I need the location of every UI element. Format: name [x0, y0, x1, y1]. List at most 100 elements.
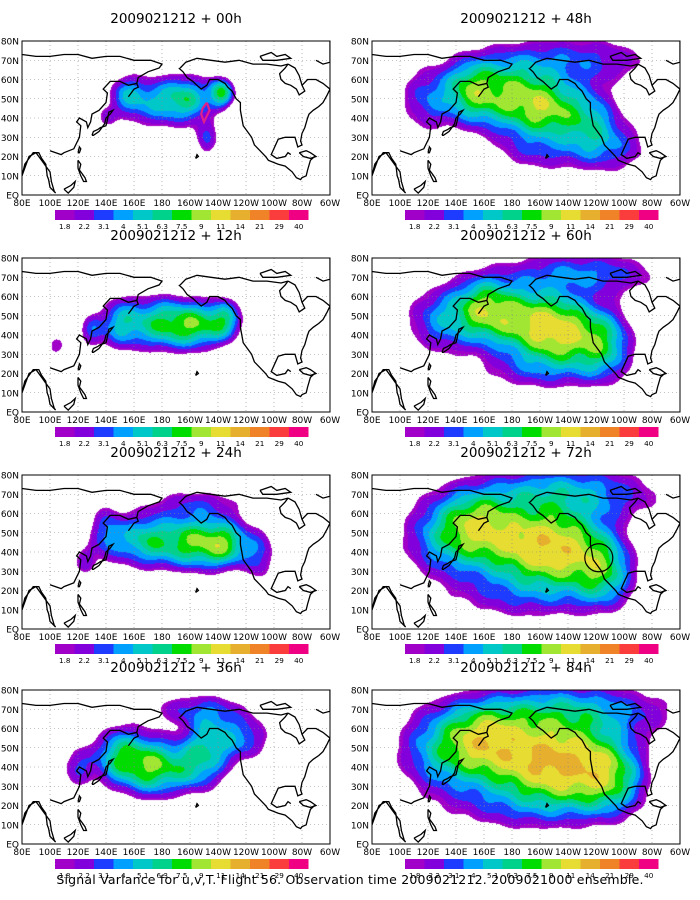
coastline [544, 153, 550, 159]
legend-swatch [74, 859, 94, 869]
coastline [413, 828, 427, 844]
legend-swatch [172, 210, 192, 220]
legend-swatch [74, 210, 94, 220]
legend-swatch [522, 644, 542, 654]
legend-swatch [522, 427, 542, 437]
map-frame [371, 474, 681, 630]
legend-label: 2.2 [429, 439, 440, 448]
legend-swatch [502, 859, 522, 869]
legend-label: 6.3 [157, 222, 168, 231]
legend-label: 7.5 [526, 871, 537, 880]
coastline [278, 712, 306, 745]
legend-label: 3.1 [98, 439, 109, 448]
coastline [427, 809, 438, 832]
legend-label: 1.8 [59, 871, 71, 880]
coastline [441, 542, 465, 570]
legend-swatch [561, 427, 581, 437]
color-legend: 1.8 2.2 3.1 4 5.1 6.3 7.5 9 11 14 21 29 40 [405, 644, 659, 665]
legend-swatch [600, 210, 620, 220]
legend-label: 4 [471, 222, 476, 231]
legend-label: 40 [294, 656, 304, 665]
lat-tick-label: 20N [351, 153, 369, 163]
coastline [648, 367, 668, 377]
legend-label: 9 [549, 222, 554, 231]
coastline [127, 517, 140, 532]
coastline [315, 258, 330, 282]
coastline [441, 325, 465, 353]
lat-tick-label: 40N [351, 549, 369, 559]
coastline [77, 594, 88, 617]
coastline [628, 280, 656, 313]
coastline [620, 727, 680, 809]
legend-label: 5.1 [487, 656, 498, 665]
coastline [665, 475, 680, 499]
coastline [194, 370, 200, 376]
legend-label: 11 [216, 871, 225, 880]
legend-label: 11 [566, 656, 575, 665]
legend-swatch [55, 210, 75, 220]
lon-tick-label: 160E [473, 199, 496, 209]
lat-tick-label: 80N [1, 472, 19, 482]
legend-swatch [444, 427, 464, 437]
legend-swatch [639, 210, 659, 220]
lat-tick-label: 30N [1, 351, 19, 361]
legend-label: 14 [586, 871, 596, 880]
lon-tick-label: 80W [642, 416, 662, 426]
coastline [372, 800, 407, 843]
lon-tick-label: 180 [153, 416, 170, 426]
lon-tick-label: 80W [642, 848, 662, 858]
legend-swatch [94, 859, 114, 869]
legend-swatch [483, 644, 503, 654]
lat-tick-label: 30N [1, 783, 19, 793]
legend-label: 5.1 [487, 222, 498, 231]
lon-tick-label: 160W [527, 199, 553, 209]
lat-tick-label: 80N [351, 38, 369, 48]
legend-label: 40 [294, 439, 304, 448]
lon-tick-label: 140E [95, 416, 118, 426]
legend-swatch [541, 210, 561, 220]
coastline [194, 153, 200, 159]
lat-tick-label: 50N [1, 95, 19, 105]
lon-tick-label: 160E [123, 848, 146, 858]
coastline [528, 284, 666, 398]
lon-tick-label: 160E [123, 199, 146, 209]
legend-label: 40 [644, 656, 654, 665]
panel-title: 2009021212 + 84h [460, 660, 592, 676]
lon-tick-label: 180 [503, 848, 520, 858]
legend-swatch [424, 210, 444, 220]
legend-label: 21 [255, 656, 264, 665]
legend-swatch [463, 210, 483, 220]
lat-tick-label: 50N [351, 529, 369, 539]
coastline [372, 585, 407, 628]
coastline [22, 487, 164, 590]
coastline [91, 542, 115, 570]
coastline [22, 270, 164, 373]
lon-tick-label: 180 [503, 199, 520, 209]
legend-swatch [191, 859, 211, 869]
lon-tick-label: 120E [417, 633, 440, 643]
legend-label: 21 [255, 439, 264, 448]
lat-tick-label: 40N [351, 764, 369, 774]
coastline [477, 517, 490, 532]
legend-swatch [113, 210, 133, 220]
panel-1: 2009021212 + 00h EQ 10N 20N 30N 40N 50N 60N 70N 8… [1, 11, 340, 231]
legend-label: 4 [471, 439, 476, 448]
legend-swatch [74, 644, 94, 654]
legend-swatch [152, 210, 172, 220]
legend-swatch [172, 859, 192, 869]
legend-swatch [133, 644, 153, 654]
coastline [529, 706, 639, 718]
lat-tick-label: 60N [1, 725, 19, 735]
legend-label: 4 [471, 871, 476, 880]
legend-swatch [250, 210, 270, 220]
coastline [22, 585, 57, 628]
coastline [529, 274, 639, 286]
coastline [544, 802, 550, 808]
coastline [441, 108, 465, 136]
legend-label: 40 [644, 222, 654, 231]
lon-tick-label: 160W [177, 416, 203, 426]
lon-tick-label: 140E [95, 199, 118, 209]
coastline [477, 83, 490, 98]
coastlines [372, 690, 680, 844]
coastlines [372, 475, 680, 629]
